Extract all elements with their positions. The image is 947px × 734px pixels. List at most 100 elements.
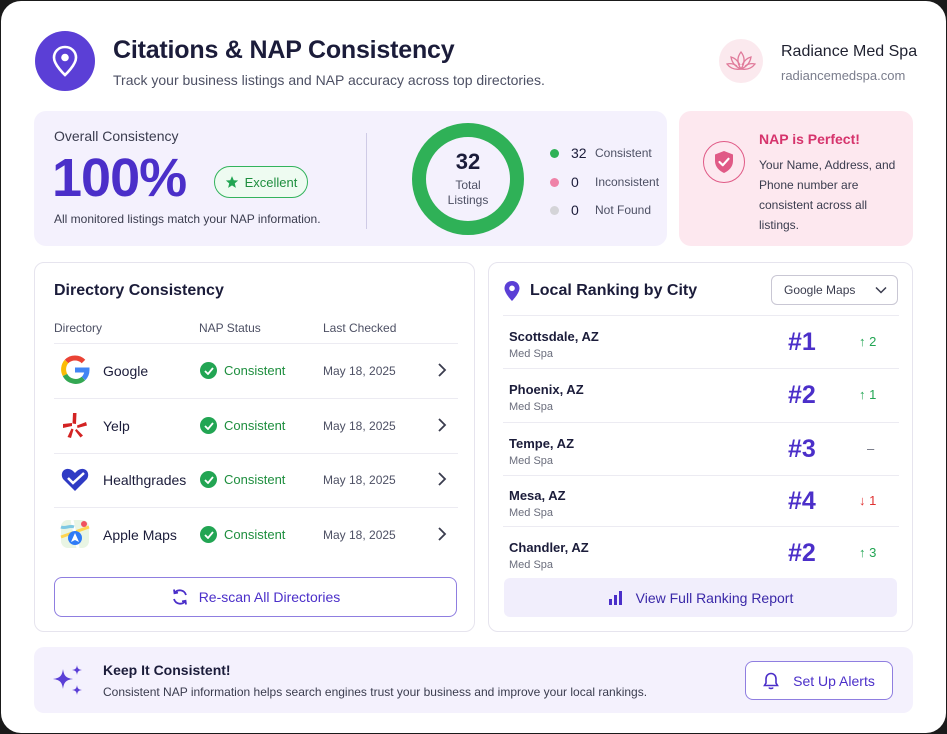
table-row[interactable]: Healthgrades Consistent May 18, 2025 [54,453,458,507]
last-checked-date: May 18, 2025 [323,419,396,433]
lotus-icon [719,39,763,83]
google-logo-icon [61,355,90,384]
city-name: Phoenix, AZ [509,382,584,397]
legend-dot [550,177,559,187]
legend-count: 0 [571,202,579,218]
chevron-right-icon[interactable] [436,361,448,379]
city-category: Med Spa [509,401,554,413]
rank-position: #2 [788,539,816,567]
legend-label: Consistent [595,146,652,160]
tip-title: Keep It Consistent! [103,662,231,678]
nap-status: Consistent [224,418,286,433]
table-row[interactable]: Apple Maps Consistent May 18, 2025 [54,508,458,562]
city-name: Tempe, AZ [509,436,575,451]
last-checked-date: May 18, 2025 [323,364,396,378]
list-item[interactable]: Scottsdale, AZ Med Spa #1 ↑ 2 [503,316,899,368]
yelp-logo-icon [63,413,87,438]
chevron-right-icon[interactable] [436,470,448,488]
page-subtitle: Track your business listings and NAP acc… [113,72,545,88]
nap-status-panel: NAP is Perfect! Your Name, Address, and … [679,111,913,246]
nap-status-text: Your Name, Address, and Phone number are… [759,158,896,232]
view-full-ranking-button[interactable]: View Full Ranking Report [504,578,897,617]
shield-check-icon [703,141,745,183]
city-name: Scottsdale, AZ [509,329,599,344]
divider [503,368,899,369]
table-row[interactable]: Google Consistent May 18, 2025 [54,344,458,398]
bar-chart-icon [608,590,622,605]
divider [54,507,458,508]
local-ranking-card: Local Ranking by City Google Maps Scotts… [488,262,913,632]
business-name: Radiance Med Spa [781,43,918,60]
list-item[interactable]: Mesa, AZ Med Spa #4 ↓ 1 [503,475,899,527]
legend-dot [550,148,559,158]
legend-inconsistent: 0 Inconsistent [550,172,659,192]
legend-not-found: 0 Not Found [550,200,651,220]
check-circle-icon [200,417,217,434]
check-circle-icon [200,526,217,543]
overall-note: All monitored listings match your NAP in… [54,212,321,226]
table-row[interactable]: Yelp Consistent May 18, 2025 [54,399,458,453]
legend-count: 0 [571,174,579,190]
rank-change: ↑ 3 [859,545,877,560]
listings-donut-chart [412,123,524,235]
legend-dot [550,205,559,215]
nap-status: Consistent [224,472,286,487]
divider [503,526,899,527]
last-checked-date: May 18, 2025 [323,528,396,542]
rescan-label: Re-scan All Directories [198,589,341,605]
divider [503,315,899,316]
badge-label: Excellent [244,174,298,190]
rescan-all-button[interactable]: Re-scan All Directories [54,577,457,617]
business-url[interactable]: radiancemedspa.com [781,68,906,83]
overall-label: Overall Consistency [54,128,179,144]
legend-label: Inconsistent [595,175,660,189]
bell-icon [763,672,780,689]
divider [54,453,458,454]
city-name: Chandler, AZ [509,540,589,555]
column-header-directory: Directory [54,321,103,335]
divider [503,422,899,423]
city-category: Med Spa [509,507,554,519]
total-listings-count: 32 [455,149,481,174]
star-icon [225,176,238,188]
healthgrades-logo-icon [61,468,89,491]
total-listings-label: Total Listings [447,178,489,207]
set-up-alerts-label: Set Up Alerts [793,672,875,689]
refresh-icon [172,589,187,605]
city-category: Med Spa [509,348,554,360]
divider [54,343,458,344]
directory-name: Apple Maps [103,527,177,543]
rank-position: #2 [788,381,816,409]
rank-change: – [867,441,875,456]
rank-position: #1 [788,328,816,356]
overall-consistency-panel: Overall Consistency 100% Excellent All m… [34,111,667,246]
divider [366,133,367,229]
legend-label: Not Found [595,203,652,217]
list-item[interactable]: Phoenix, AZ Med Spa #2 ↑ 1 [503,369,899,421]
chevron-right-icon[interactable] [436,525,448,543]
directory-consistency-card: Directory Consistency Directory NAP Stat… [34,262,475,632]
rank-change: ↑ 2 [859,334,877,349]
set-up-alerts-button[interactable]: Set Up Alerts [745,661,893,700]
ranking-card-title: Local Ranking by City [530,282,698,299]
overall-percent: 100% [52,148,187,208]
rank-position: #4 [788,487,816,515]
location-pin-icon [504,281,520,301]
city-category: Med Spa [509,559,554,571]
directory-card-title: Directory Consistency [54,282,224,299]
chevron-right-icon[interactable] [436,416,448,434]
list-item[interactable]: Chandler, AZ Med Spa #2 ↑ 3 [503,527,899,579]
tip-text: Consistent NAP information helps search … [103,685,648,699]
ranking-source-dropdown[interactable]: Google Maps [771,275,898,305]
dropdown-value: Google Maps [784,283,856,297]
list-item[interactable]: Tempe, AZ Med Spa #3 – [503,423,899,475]
column-header-nap-status: NAP Status [199,321,261,335]
rank-change: ↓ 1 [859,493,877,508]
view-full-ranking-label: View Full Ranking Report [635,589,794,606]
sparkles-icon [53,665,82,695]
rank-position: #3 [788,435,816,463]
directory-name: Yelp [103,418,130,434]
check-circle-icon [200,362,217,379]
page-title: Citations & NAP Consistency [113,36,455,64]
